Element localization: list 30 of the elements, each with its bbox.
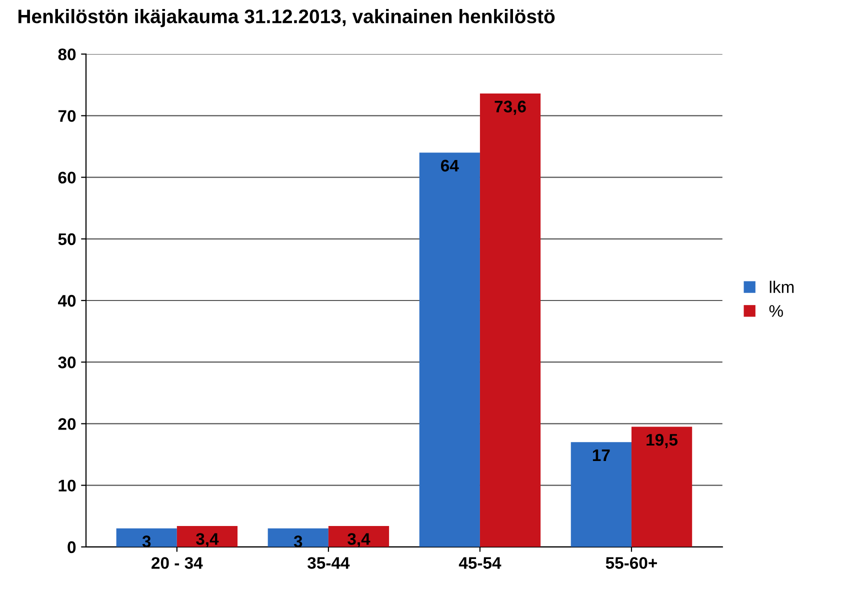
data-label: 3,4 <box>348 533 370 548</box>
bar <box>268 528 328 547</box>
chart-title: Henkilöstön ikäjakauma 31.12.2013, vakinainen henkilöstö <box>18 9 555 28</box>
data-label: 64 <box>441 160 459 172</box>
y-tick-label: 20 <box>58 418 76 430</box>
y-tick-label: 40 <box>58 294 76 307</box>
x-tick-label: 20 - 34 <box>152 557 203 569</box>
x-tick-label: 55-60+ <box>606 557 657 569</box>
legend-label: % <box>769 305 783 317</box>
y-tick-label: 70 <box>58 110 76 122</box>
y-tick-label: 10 <box>58 480 76 492</box>
legend-label: lkm <box>770 280 794 293</box>
data-label: 3 <box>142 536 151 548</box>
y-tick-label: 80 <box>58 48 76 60</box>
bar <box>116 528 177 547</box>
y-tick-label: 30 <box>58 356 76 368</box>
data-label: 19,5 <box>646 434 678 448</box>
bar <box>631 426 692 547</box>
y-tick-label: 0 <box>68 541 76 554</box>
data-label: 3 <box>294 536 302 548</box>
y-tick-label: 50 <box>58 233 76 246</box>
data-label: 73,6 <box>494 100 526 115</box>
bar <box>570 442 632 547</box>
bar <box>419 152 480 547</box>
x-tick-label: 35-44 <box>308 557 350 569</box>
x-tick-label: 45-54 <box>458 557 502 569</box>
bar <box>480 94 541 547</box>
data-label: 17 <box>592 449 610 461</box>
data-label: 3,4 <box>196 533 219 548</box>
y-tick-label: 60 <box>58 172 76 184</box>
